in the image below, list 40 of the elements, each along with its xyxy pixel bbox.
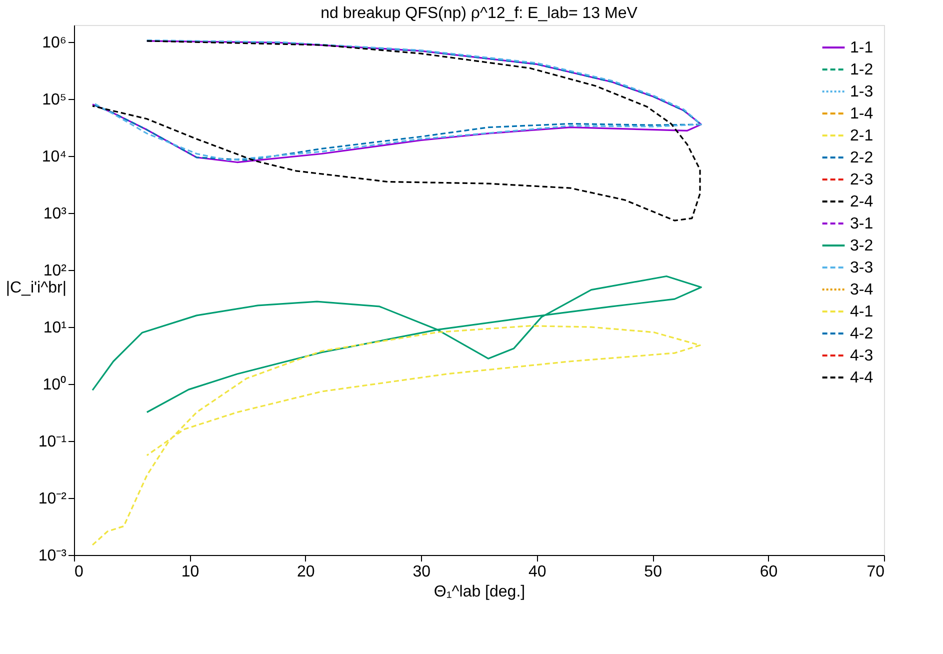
line-series — [92, 40, 701, 222]
line-series — [92, 325, 701, 546]
legend-label: 2-2 — [850, 150, 874, 166]
line-series — [92, 275, 702, 414]
x-tick-label: 40 — [528, 564, 546, 580]
y-tick-label: 10⁻³ — [38, 548, 68, 564]
x-tick-label: 30 — [412, 564, 431, 580]
legend-label: 1-1 — [850, 40, 874, 56]
y-tick-label: 10¹ — [43, 320, 66, 337]
y-tick-label: 10⁻¹ — [38, 434, 66, 451]
y-tick-label: 10⁶ — [42, 34, 66, 52]
legend-label: 4-3 — [850, 348, 874, 364]
y-tick-label: 10⁵ — [42, 92, 66, 109]
legend-label: 2-4 — [850, 194, 874, 210]
legend-label: 3-3 — [850, 260, 874, 276]
x-tick-label: 0 — [74, 564, 84, 580]
chart-title: nd breakup QFS(np) ρ^12_f: E_lab= 13 MeV — [320, 5, 638, 22]
legend-label: 3-4 — [850, 282, 874, 298]
legend-label: 4-2 — [850, 326, 874, 342]
y-tick-label: 10³ — [43, 206, 68, 223]
y-tick-label: 10⁻² — [38, 490, 68, 508]
legend-label: 1-4 — [850, 106, 874, 122]
y-tick-label: 10⁰ — [42, 376, 66, 394]
x-tick-label: 20 — [297, 564, 315, 580]
x-tick-label: 60 — [760, 564, 778, 580]
legend-label: 3-2 — [850, 238, 874, 254]
legend-label: 4-4 — [850, 370, 874, 386]
legend-label: 4-1 — [850, 304, 874, 320]
legend-label: 1-2 — [850, 62, 874, 78]
x-axis-title: Θ₁^lab [deg.] — [434, 584, 526, 600]
legend-label: 2-1 — [850, 128, 874, 144]
x-tick-label: 10 — [181, 564, 200, 580]
legend-label: 1-3 — [850, 84, 874, 100]
y-tick-label: 10² — [43, 262, 68, 280]
legend-label: 2-3 — [850, 172, 874, 188]
y-tick-label: 10⁴ — [42, 148, 67, 166]
legend-label: 3-1 — [850, 216, 874, 232]
x-tick-label: 70 — [866, 564, 885, 580]
y-axis-title: |C_i'i^br| — [6, 280, 66, 296]
x-tick-label: 50 — [644, 564, 662, 580]
